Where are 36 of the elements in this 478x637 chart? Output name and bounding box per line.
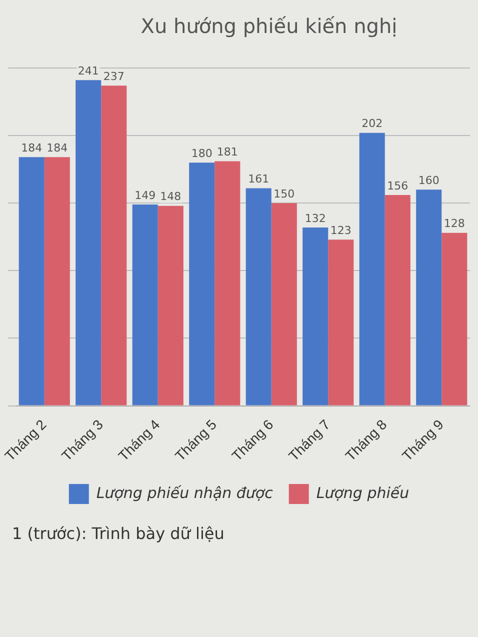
bar bbox=[328, 240, 354, 406]
data-label: 161 bbox=[248, 172, 270, 186]
data-label: 184 bbox=[21, 142, 42, 155]
data-label: 156 bbox=[387, 179, 408, 192]
data-label: 148 bbox=[160, 190, 182, 204]
bar bbox=[132, 204, 158, 406]
data-label: 184 bbox=[46, 142, 68, 155]
bar bbox=[189, 162, 215, 406]
bar bbox=[384, 195, 410, 406]
data-label: 149 bbox=[134, 188, 156, 202]
chart-title: Xu hướng phiếu kiến nghị bbox=[140, 13, 398, 40]
legend-label: Lượng phiếu bbox=[316, 484, 410, 502]
bar bbox=[246, 188, 272, 406]
bar bbox=[271, 203, 297, 406]
text: 1 (trước): Trình bày dữ liệu bbox=[12, 524, 226, 543]
bar bbox=[101, 86, 127, 406]
data-label: 237 bbox=[103, 70, 124, 83]
bar bbox=[44, 157, 70, 406]
bar bbox=[359, 132, 385, 406]
bar bbox=[416, 190, 442, 406]
data-label: 123 bbox=[330, 224, 352, 237]
data-label: 150 bbox=[274, 187, 295, 200]
bar bbox=[158, 206, 184, 406]
data-label: 160 bbox=[418, 174, 440, 187]
data-label: 241 bbox=[78, 64, 99, 78]
data-label: 128 bbox=[444, 217, 465, 230]
data-label: 181 bbox=[216, 146, 238, 159]
bar bbox=[302, 227, 328, 406]
legend-label: Lượng phiếu nhận được bbox=[96, 484, 274, 502]
bar bbox=[214, 161, 240, 406]
data-label: 202 bbox=[362, 117, 383, 130]
data-label: 180 bbox=[191, 146, 212, 160]
bar bbox=[18, 157, 44, 406]
data-label: 132 bbox=[304, 212, 326, 225]
bar bbox=[76, 80, 102, 406]
bar bbox=[442, 232, 468, 406]
